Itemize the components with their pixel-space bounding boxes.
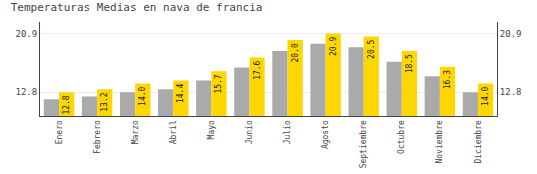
svg-text:20.9: 20.9: [16, 29, 38, 39]
svg-text:12.8: 12.8: [62, 95, 71, 114]
svg-text:17.6: 17.6: [253, 60, 262, 79]
svg-text:Agosto: Agosto: [321, 120, 330, 149]
svg-text:Julio: Julio: [283, 120, 292, 144]
svg-text:20.9: 20.9: [500, 29, 522, 39]
svg-text:Febrero: Febrero: [93, 120, 102, 154]
svg-text:14.4: 14.4: [176, 84, 185, 103]
svg-text:Enero: Enero: [55, 120, 64, 144]
svg-text:Junio: Junio: [245, 120, 254, 144]
svg-text:Abril: Abril: [169, 120, 178, 144]
svg-text:14.0: 14.0: [138, 86, 147, 105]
svg-text:Temperaturas Medias en nava de: Temperaturas Medias en nava de francia: [11, 1, 263, 14]
svg-text:14.0: 14.0: [481, 86, 490, 105]
svg-text:Septiembre: Septiembre: [359, 120, 368, 168]
svg-text:15.7: 15.7: [214, 74, 223, 93]
svg-text:13.2: 13.2: [100, 92, 109, 111]
svg-text:20.9: 20.9: [329, 37, 338, 56]
svg-text:20.0: 20.0: [291, 43, 300, 62]
svg-text:Diciembre: Diciembre: [474, 120, 483, 164]
svg-text:Marzo: Marzo: [131, 120, 140, 144]
svg-text:18.5: 18.5: [405, 54, 414, 73]
svg-text:16.3: 16.3: [443, 70, 452, 89]
svg-text:12.8: 12.8: [16, 87, 38, 97]
svg-text:Noviembre: Noviembre: [435, 120, 444, 164]
svg-text:20.5: 20.5: [367, 39, 376, 58]
svg-text:12.8: 12.8: [500, 87, 522, 97]
svg-text:Mayo: Mayo: [207, 120, 216, 139]
svg-text:Octubre: Octubre: [397, 120, 406, 154]
